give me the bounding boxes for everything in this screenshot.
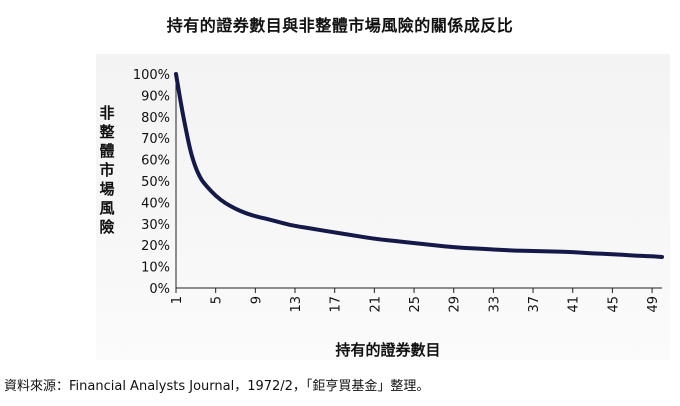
x-tick-label: 17 bbox=[329, 296, 344, 313]
x-tick-label: 49 bbox=[646, 296, 661, 313]
x-tick-label: 33 bbox=[487, 296, 502, 313]
x-tick-label: 25 bbox=[408, 296, 423, 313]
x-tick-label: 5 bbox=[210, 296, 225, 304]
y-tick-label: 40% bbox=[141, 196, 170, 211]
chart-title: 持有的證券數目與非整體市場風險的關係成反比 bbox=[166, 16, 514, 35]
y-tick-label: 20% bbox=[141, 239, 170, 254]
risk-curve-line bbox=[174, 72, 664, 259]
y-tick-label: 70% bbox=[141, 132, 170, 147]
x-axis-label: 持有的證券數目 bbox=[335, 341, 441, 359]
x-tick-label: 45 bbox=[606, 296, 621, 313]
x-tick-label: 1 bbox=[170, 296, 185, 304]
y-axis-label: 非整體市場風險 bbox=[99, 104, 115, 236]
y-tick-label: 100% bbox=[133, 68, 170, 83]
x-tick-label: 41 bbox=[567, 296, 582, 313]
x-tick-label: 21 bbox=[368, 296, 383, 313]
y-tick-label: 0% bbox=[149, 282, 170, 297]
y-tick-label: 50% bbox=[141, 175, 170, 190]
y-tick-label: 80% bbox=[141, 111, 170, 126]
y-tick-label: 10% bbox=[141, 261, 170, 276]
y-tick-label: 30% bbox=[141, 218, 170, 233]
y-tick-label: 90% bbox=[141, 89, 170, 104]
plot-background bbox=[96, 54, 670, 360]
source-note: 資料來源：Financial Analysts Journal，1972/2，「… bbox=[4, 379, 430, 394]
x-tick-label: 37 bbox=[527, 296, 542, 313]
y-tick-label: 60% bbox=[141, 154, 170, 169]
x-tick-label: 29 bbox=[448, 296, 463, 313]
x-tick-label: 13 bbox=[289, 296, 304, 313]
x-tick-label: 9 bbox=[249, 296, 264, 304]
